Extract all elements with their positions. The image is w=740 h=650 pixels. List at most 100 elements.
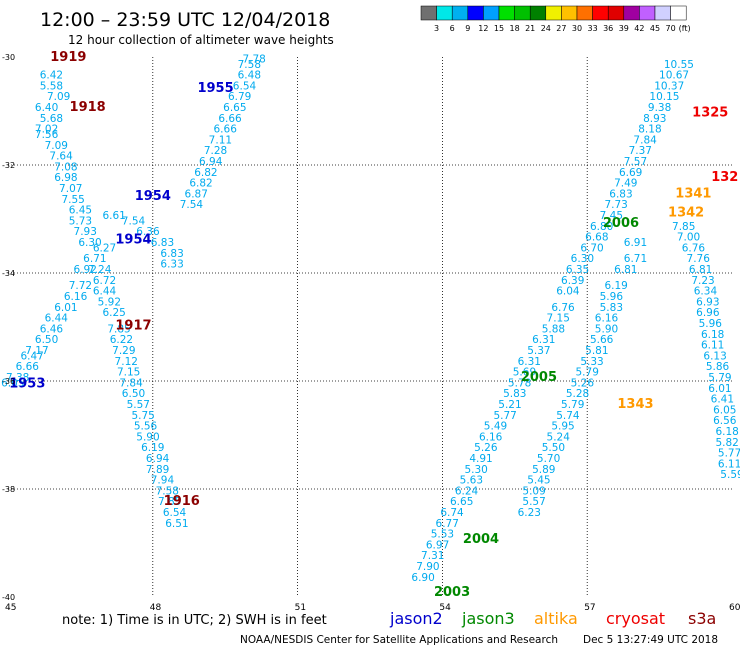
swh-value-label: 5.77 <box>493 410 516 422</box>
swh-value-label: 7.57 <box>624 156 647 168</box>
swh-value-label: 6.42 <box>40 70 63 82</box>
swh-value-label: 6.51 <box>165 518 188 530</box>
swh-value-label: 6.33 <box>160 259 183 271</box>
swh-value-label: 6.83 <box>160 248 183 260</box>
swh-value-label: 5.73 <box>69 215 92 227</box>
legend-altika: altika <box>534 609 578 628</box>
note-text: note: 1) Time is in UTC; 2) SWH is in fe… <box>62 613 327 628</box>
swh-value-label: 5.96 <box>699 318 723 330</box>
swh-value-label: 6.90 <box>411 572 434 584</box>
swh-value-label: 6.01 <box>54 302 77 314</box>
legend-cryosat: cryosat <box>606 609 665 628</box>
swh-value-label: 7.54 <box>180 199 204 211</box>
swh-value-label: 6.31 <box>518 356 541 368</box>
y-tick-label: -38 <box>2 485 15 494</box>
swh-value-label: 7.56 <box>35 129 59 141</box>
colorbar-swatch <box>498 5 515 21</box>
swh-value-label: 7.09 <box>47 91 70 103</box>
pass-number-label: 2003 <box>434 585 470 600</box>
swh-value-label: 6.34 <box>694 286 718 298</box>
swh-value-label: 5.49 <box>484 421 507 433</box>
colorbar-swatch <box>623 5 640 21</box>
swh-value-label: 7.38 <box>6 372 29 384</box>
swh-value-label: 6.72 <box>93 275 116 287</box>
swh-value-label: 6.71 <box>83 253 106 265</box>
swh-value-label: 5.78 <box>508 377 531 389</box>
swh-value-label: 7.85 <box>672 221 695 233</box>
pass-number-label: 1953 <box>9 376 45 391</box>
swh-value-label: 6.45 <box>69 205 92 217</box>
swh-value-label: 6.70 <box>580 242 603 254</box>
swh-value-label: 6.83 <box>151 237 174 249</box>
swh-value-label: 5.33 <box>580 356 603 368</box>
swh-value-label: 5.26 <box>571 377 595 389</box>
swh-value-label: 6.69 <box>619 167 642 179</box>
swh-value-label: 6.16 <box>595 313 619 325</box>
swh-value-label: 7.58 <box>156 485 179 497</box>
pass-number-label: 2006 <box>603 216 639 231</box>
swh-value-label: 6.71 <box>624 253 647 265</box>
swh-value-label: 6.41 <box>711 394 734 406</box>
swh-value-label: 5.79 <box>708 372 731 384</box>
colorbar-label: 21 <box>525 24 535 33</box>
swh-value-label: 10.15 <box>649 91 679 103</box>
y-tick-label: -32 <box>2 161 15 170</box>
y-tick-label: -40 <box>2 593 15 602</box>
x-tick-label: 45 <box>5 603 16 613</box>
pass-number-label: 1342 <box>668 205 704 220</box>
swh-value-label: 5.58 <box>40 80 63 92</box>
swh-value-label: 6.65 <box>223 102 246 114</box>
timestamp-text: Dec 5 13:27:49 UTC 2018 <box>583 634 718 646</box>
swh-value-label: 5.57 <box>522 496 545 508</box>
x-tick-label: 54 <box>439 603 451 613</box>
pass-number-label: 1954 <box>115 232 151 247</box>
swh-value-label: 6.82 <box>194 167 217 179</box>
swh-value-label: 6.54 <box>233 80 257 92</box>
colorbar-label: 30 <box>572 24 582 33</box>
swh-value-label: 5.88 <box>542 323 565 335</box>
colorbar-label: 36 <box>603 24 613 33</box>
colorbar-swatch <box>545 5 562 21</box>
swh-value-label: 5.90 <box>595 323 618 335</box>
swh-value-label: 5.37 <box>527 345 550 357</box>
swh-value-label: 5.21 <box>498 399 521 411</box>
swh-value-label: 6.30 <box>571 253 594 265</box>
colorbar-label: 3 <box>434 24 439 33</box>
swh-value-label: 6.13 <box>703 350 726 362</box>
swh-value-label: 7.94 <box>151 475 175 487</box>
swh-value-label: 7.17 <box>25 345 48 357</box>
swh-value-label: 6.44 <box>45 313 69 325</box>
x-tick-label: 51 <box>295 603 306 613</box>
swh-value-label: 6.91 <box>624 237 647 249</box>
swh-value-label: 6.76 <box>551 302 575 314</box>
swh-value-label: 6.76 <box>682 242 706 254</box>
swh-value-label: 8.93 <box>643 113 666 125</box>
colorbar-label: 27 <box>556 24 566 33</box>
swh-value-label: 6.18 <box>715 426 738 438</box>
swh-value-label: 7.73 <box>604 199 627 211</box>
swh-value-label: 5.57 <box>127 399 150 411</box>
swh-value-label: 6.16 <box>479 431 503 443</box>
swh-value-label: 5.69 <box>513 367 536 379</box>
swh-value-label: 6.23 <box>518 507 541 519</box>
legend-s3a: s3a <box>688 609 716 628</box>
swh-value-label: 6.68 <box>585 232 608 244</box>
swh-value-label: 6.94 <box>199 156 223 168</box>
swh-value-label: 6.19 <box>604 280 627 292</box>
swh-value-label: 6.97 <box>426 539 449 551</box>
colorbar-label: 24 <box>541 24 551 33</box>
swh-value-label: 7.11 <box>209 134 232 146</box>
swh-value-label: 6.81 <box>689 264 712 276</box>
swh-value-label: 10.55 <box>664 59 694 71</box>
swh-value-label: 6.66 <box>16 361 40 373</box>
swh-value-label: 6.66 <box>218 113 242 125</box>
swh-value-label: 7.72 <box>69 280 92 292</box>
swh-value-label: 7.64 <box>49 151 73 163</box>
swh-value-label: 5.92 <box>98 296 121 308</box>
swh-value-label: 6.74 <box>440 507 464 519</box>
pass-number-label: 1917 <box>115 319 151 334</box>
swh-value-label: 5.24 <box>547 431 571 443</box>
swh-value-label: 6.18 <box>701 329 724 341</box>
colorbar-label: 45 <box>650 24 660 33</box>
swh-value-label: 6.79 <box>228 91 251 103</box>
